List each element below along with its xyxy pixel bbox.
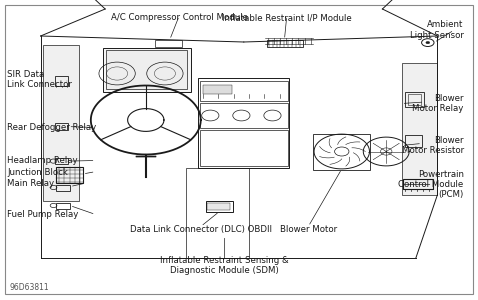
Bar: [103, 48, 191, 92]
Bar: [56, 167, 83, 183]
Text: Powertrain
Control Module
(PCM): Powertrain Control Module (PCM): [398, 169, 464, 200]
Bar: [106, 50, 187, 89]
Bar: [43, 45, 79, 201]
Bar: [200, 103, 288, 128]
Bar: [203, 85, 232, 94]
Text: Blower
Motor Resistor: Blower Motor Resistor: [402, 136, 464, 155]
Text: Data Link Connector (DLC) OBDII: Data Link Connector (DLC) OBDII: [130, 225, 272, 234]
Bar: [55, 76, 68, 86]
Text: Headlamp Relay: Headlamp Relay: [7, 156, 78, 165]
Text: Rear Defogger Relay: Rear Defogger Relay: [7, 123, 97, 132]
Text: Ambient
Light Sensor: Ambient Light Sensor: [410, 20, 464, 40]
Text: A/C Compressor Control Module: A/C Compressor Control Module: [111, 14, 248, 22]
Bar: [403, 179, 433, 189]
Text: Inflatable Restraint I/P Module: Inflatable Restraint I/P Module: [222, 14, 352, 22]
Text: Blower
Motor Relay: Blower Motor Relay: [413, 94, 464, 113]
Bar: [405, 135, 422, 147]
Text: 96D63811: 96D63811: [10, 284, 49, 292]
Bar: [55, 123, 68, 130]
Bar: [200, 81, 288, 100]
Bar: [186, 168, 249, 258]
Bar: [207, 203, 230, 210]
Bar: [200, 130, 288, 166]
Bar: [55, 158, 68, 164]
Text: Junction Block: Junction Block: [7, 168, 68, 177]
Text: Blower Motor: Blower Motor: [280, 225, 337, 234]
Text: Main Relay: Main Relay: [7, 179, 54, 188]
Bar: [313, 134, 370, 169]
Bar: [198, 78, 289, 168]
Text: Fuel Pump Relay: Fuel Pump Relay: [7, 210, 78, 219]
Bar: [206, 201, 233, 211]
Bar: [56, 184, 70, 190]
Bar: [402, 63, 437, 195]
Bar: [155, 40, 182, 46]
Bar: [408, 94, 421, 105]
Text: SIR Data
Link Connector: SIR Data Link Connector: [7, 70, 72, 89]
Bar: [405, 92, 424, 106]
Circle shape: [426, 41, 430, 44]
Bar: [267, 40, 303, 46]
Bar: [56, 202, 70, 208]
Text: Inflatable Restraint Sensing &
Diagnostic Module (SDM): Inflatable Restraint Sensing & Diagnosti…: [160, 256, 289, 275]
